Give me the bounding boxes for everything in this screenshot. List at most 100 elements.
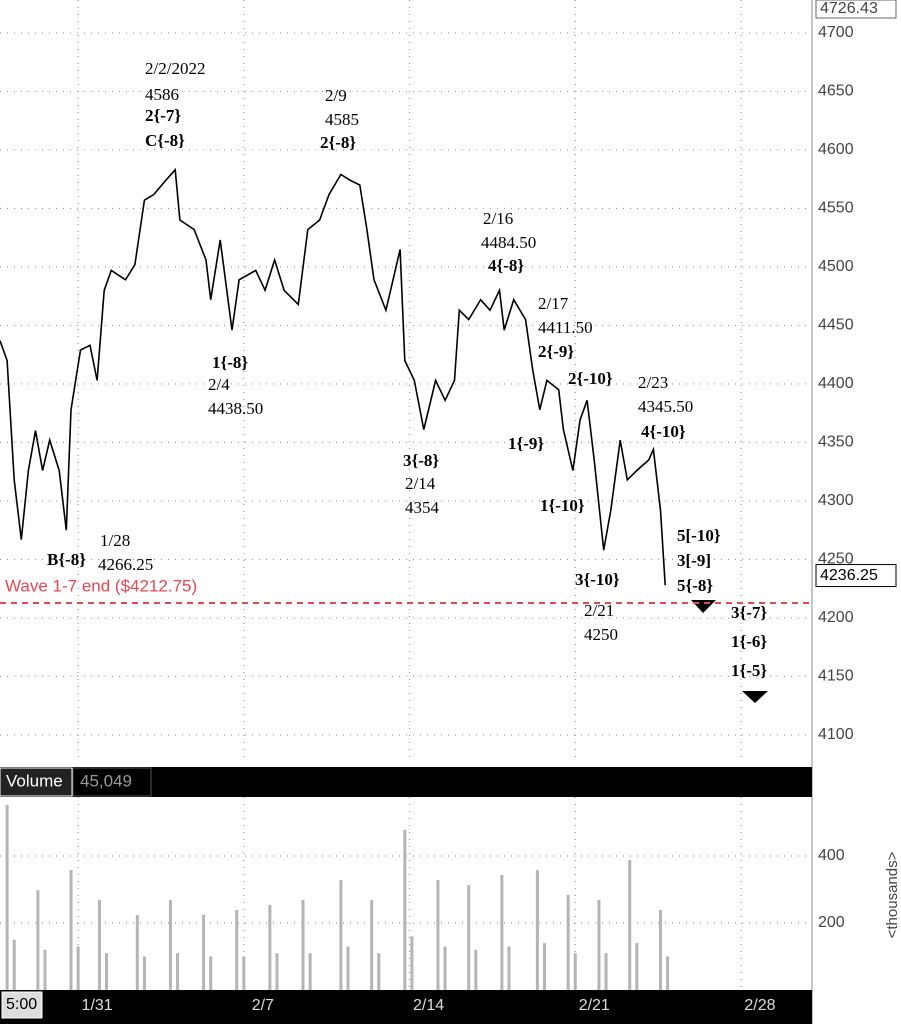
time-label: 5:00 <box>6 996 37 1013</box>
volume-bar <box>5 805 9 990</box>
annotation: 2/23 <box>638 373 668 392</box>
hline-label: Wave 1-7 end ($4212.75) <box>5 577 197 596</box>
volume-bar <box>542 943 546 990</box>
volume-bar <box>436 880 440 990</box>
volume-bar <box>97 899 101 990</box>
annotation: 2{-8} <box>320 133 356 152</box>
annotation: 4586 <box>145 85 179 104</box>
x-tick-label: 2/21 <box>579 997 610 1014</box>
y-tick-label: 4250 <box>818 551 854 568</box>
x-tick-label: 1/31 <box>82 997 113 1014</box>
y-tick-label: 4100 <box>818 726 854 743</box>
annotation: 4354 <box>405 498 440 517</box>
volume-bar <box>105 953 109 990</box>
volume-bar <box>507 946 511 990</box>
volume-title: Volume <box>6 771 63 790</box>
volume-bar <box>658 909 662 990</box>
last-price-box <box>815 564 897 588</box>
x-tick-label: 2/28 <box>744 997 775 1014</box>
y-tick-label: 4650 <box>818 83 854 100</box>
annotation: 4411.50 <box>538 318 593 337</box>
volume-current-box <box>72 767 152 797</box>
volume-bar <box>573 953 577 990</box>
annotation: 4250 <box>584 625 618 644</box>
y-tick-label: 4600 <box>818 141 854 158</box>
y-tick-label: 4700 <box>818 24 854 41</box>
time-box <box>1 991 43 1019</box>
annotation: 2{-7} <box>145 106 181 125</box>
y-tick-label: 200 <box>818 914 845 931</box>
volume-bar <box>168 899 172 990</box>
volume-bar <box>500 875 504 990</box>
annotation: 2/14 <box>405 474 436 493</box>
volume-bar <box>76 946 80 990</box>
annotation: 2/17 <box>538 294 569 313</box>
annotation: 1{-6} <box>731 632 767 651</box>
volume-bar <box>370 899 374 990</box>
volume-bar <box>346 946 350 990</box>
annotation: 1{-5} <box>731 661 767 680</box>
volume-bar <box>242 956 246 990</box>
volume-bar <box>403 829 407 990</box>
volume-bar <box>339 880 343 990</box>
x-tick-label: 2/14 <box>413 997 444 1014</box>
volume-bar <box>176 953 180 990</box>
annotation: 1{-8} <box>212 353 248 372</box>
x-tick-label: 2/7 <box>252 997 274 1014</box>
volume-bar <box>666 956 670 990</box>
annotation: 4{-8} <box>488 256 524 275</box>
volume-bar <box>202 914 206 990</box>
annotation: 2/21 <box>584 601 614 620</box>
annotation: 4585 <box>325 110 359 129</box>
volume-bar <box>467 885 471 990</box>
top-price: 4726.43 <box>820 0 878 17</box>
volume-bar <box>566 894 570 990</box>
last-price: 4236.25 <box>820 567 878 584</box>
volume-bar <box>377 953 381 990</box>
y-tick-label: 4500 <box>818 258 854 275</box>
volume-title-box <box>0 767 73 797</box>
y-tick-label: 4350 <box>818 434 854 451</box>
annotation: 2/16 <box>483 209 513 228</box>
volume-bar <box>604 953 608 990</box>
annotation: 2{-9} <box>538 342 574 361</box>
annotation: 1/28 <box>100 531 130 550</box>
annotation: 5[-10} <box>677 526 721 545</box>
annotation: 3[-9] <box>677 551 711 570</box>
volume-bar <box>142 956 146 990</box>
volume-bar <box>535 870 539 990</box>
top-price-box <box>815 0 897 19</box>
volume-bar <box>268 904 272 990</box>
volume-bar <box>628 859 632 990</box>
annotation: 2/9 <box>325 86 347 105</box>
y-tick-label: 4400 <box>818 375 854 392</box>
volume-bar <box>597 899 601 990</box>
volume-bar <box>12 939 16 990</box>
price-line <box>0 167 666 586</box>
annotation: 3{-8} <box>403 451 439 470</box>
volume-bar <box>474 949 478 990</box>
volume-bar <box>635 943 639 990</box>
y-tick-label: 400 <box>818 847 845 864</box>
annotation: 4438.50 <box>208 399 263 418</box>
annotation: B{-8} <box>47 550 86 569</box>
price-panel <box>0 0 812 762</box>
annotation: 3{-10} <box>575 570 620 589</box>
down-arrow <box>742 691 768 703</box>
annotation: 1{-10} <box>540 496 585 515</box>
volume-bar <box>36 890 40 990</box>
y-tick-label: 4550 <box>818 200 854 217</box>
annotation: 2/2/2022 <box>145 59 205 78</box>
x-axis-bar <box>0 990 812 1024</box>
volume-bar <box>209 956 213 990</box>
annotation: 2{-10} <box>568 369 613 388</box>
y-tick-label: 4150 <box>818 668 854 685</box>
volume-bar <box>443 946 447 990</box>
annotation: 4484.50 <box>481 233 536 252</box>
annotation: 4{-10} <box>641 422 686 441</box>
volume-current: 45,049 <box>80 771 132 790</box>
volume-bar <box>410 936 414 990</box>
annotation: 4345.50 <box>638 397 693 416</box>
